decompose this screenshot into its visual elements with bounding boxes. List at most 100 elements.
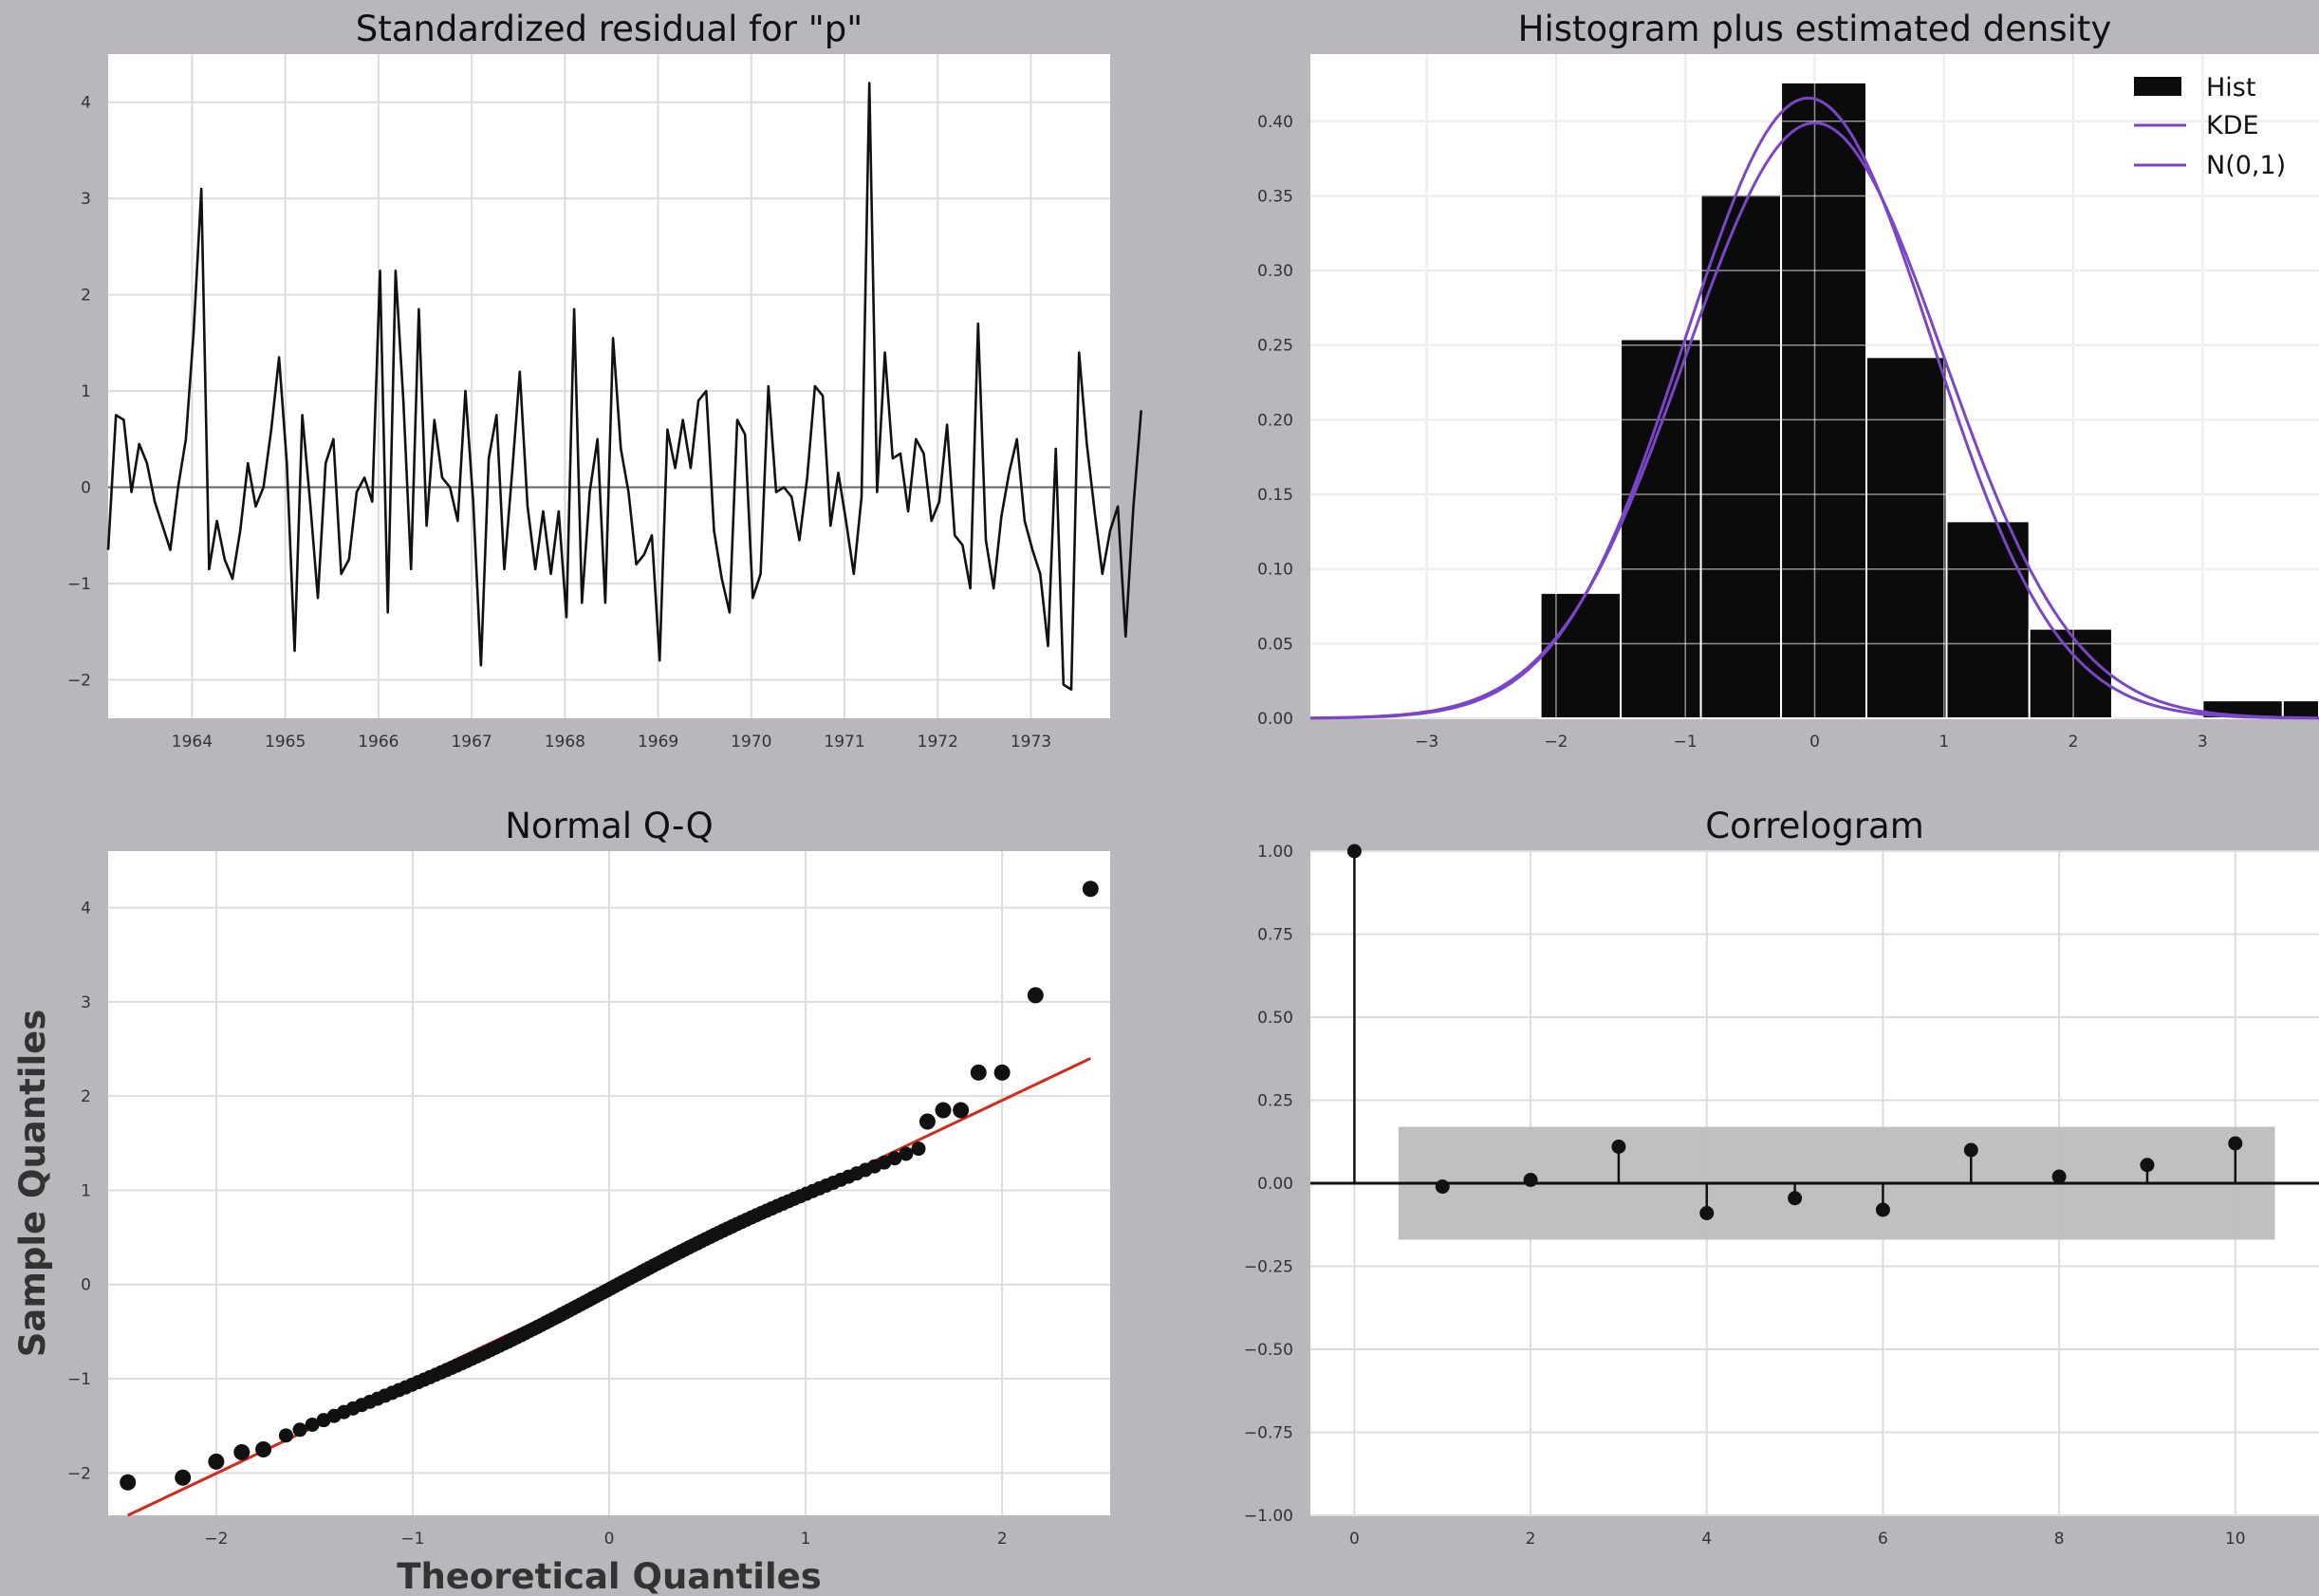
acf-marker [2140,1158,2155,1173]
x-tick-label: −1 [400,1530,424,1549]
x-tick-label: 1 [1939,733,1949,752]
acf-marker [1963,1142,1978,1158]
x-tick-label: 1970 [731,733,771,752]
x-tick-label: −2 [1544,733,1568,752]
x-tick-label: 8 [2054,1530,2065,1549]
x-tick-label: 1966 [358,733,399,752]
y-tick-label: 4 [81,900,91,919]
y-tick-label: 0.20 [1257,411,1293,430]
x-tick-label: −3 [1415,733,1438,752]
correlogram-panel: Correlogram 0 2 4 6 8 10 −1.00 −0.75 −0.50 −0.25 0.… [1244,806,2319,1549]
x-tick-label: 4 [1701,1530,1712,1549]
y-tick-label: 0 [81,479,91,498]
histogram-bar [1620,338,1702,719]
x-tick-label: −2 [204,1530,228,1549]
y-tick-label: 2 [81,1087,91,1106]
y-tick-label: 3 [81,190,91,209]
y-tick-label: 0.25 [1257,337,1293,356]
x-tick-label: −1 [1674,733,1698,752]
histogram-bar [1539,591,1623,719]
x-tick-label: 1964 [172,733,213,752]
chart-title: Histogram plus estimated density [1518,9,2112,49]
y-tick-label: −2 [67,671,91,690]
qq-point [911,1141,926,1157]
y-tick-label: 0.00 [1257,1175,1293,1194]
acf-stems [1346,844,2243,1220]
y-tick-label: −0.25 [1244,1258,1293,1277]
ticks: −3 −2 −1 0 1 2 3 0.00 0.05 0.10 0.15 0.20 0.25 0.30 0.… [1257,113,2208,752]
x-tick-label: 1968 [545,733,585,752]
y-tick-label: 0.05 [1257,635,1293,654]
y-axis-label: Sample Quantiles [12,1010,53,1358]
qq-point [887,1151,902,1166]
histogram-panel: Histogram plus estimated density −3 −2 −1 0 1… [1257,9,2319,752]
y-tick-label: 0.50 [1257,1009,1293,1028]
y-tick-label: 0 [81,1276,91,1295]
qq-point [918,1113,936,1130]
legend-label-normal: N(0,1) [2206,151,2286,180]
ticks: 1964 1965 1966 1967 1968 1969 1970 1971 1972 1973… [67,94,1051,752]
residual-panel: Standardized residual for "p" 1964 1965 196… [67,9,1142,752]
qq-point [208,1453,225,1470]
acf-marker [2228,1136,2243,1151]
x-tick-label: 2 [997,1530,1008,1549]
x-tick-label: 6 [1878,1530,1888,1549]
qq-point [1082,881,1099,898]
histogram-bars [1310,54,2319,720]
ticks: −2 −1 0 1 2 −2 −1 0 1 2 3 4 [67,900,1008,1549]
x-tick-label: 2 [2069,733,2079,752]
y-tick-label: 2 [81,287,91,306]
acf-marker [1523,1173,1538,1187]
x-axis-label: Theoretical Quantiles [397,1556,822,1596]
x-tick-label: 1 [801,1530,811,1549]
qq-point [255,1440,272,1457]
histogram-bar [1945,520,2031,719]
acf-marker [2051,1169,2067,1184]
y-tick-label: 0.30 [1257,262,1293,281]
y-tick-label: −0.75 [1244,1424,1293,1443]
residual-series-line [106,82,1142,691]
ticks: 0 2 4 6 8 10 −1.00 −0.75 −0.50 −0.25 0.00 0.25 0.50 0… [1244,843,2246,1549]
x-tick-label: 0 [604,1530,615,1549]
acf-marker [1346,844,1362,859]
y-tick-label: −1.00 [1244,1507,1293,1526]
y-tick-label: 0.00 [1257,710,1293,729]
y-tick-label: −1 [67,575,91,594]
y-tick-label: −1 [67,1370,91,1389]
y-tick-label: 0.75 [1257,926,1293,945]
x-tick-label: 10 [2225,1530,2246,1549]
chart-title: Correlogram [1705,806,1924,846]
chart-title: Standardized residual for "p" [356,9,863,49]
y-tick-label: 1 [81,382,91,401]
histogram-bar [1780,81,1868,720]
histogram-bar [1699,193,1783,719]
y-tick-label: 0.40 [1257,113,1293,132]
acf-marker [1699,1206,1715,1220]
y-tick-label: 1.00 [1257,843,1293,862]
x-tick-label: 1972 [918,733,958,752]
qq-point [953,1102,970,1119]
qq-point [970,1064,987,1081]
y-tick-label: 0.35 [1257,187,1293,206]
qq-point [120,1474,137,1491]
qq-point [1027,987,1044,1004]
y-tick-label: 4 [81,94,91,113]
acf-marker [1435,1179,1450,1194]
plot-area [108,54,1110,718]
legend-label-hist: Hist [2206,73,2255,102]
histogram-bar [2281,699,2319,719]
legend: Hist KDE N(0,1) [2134,73,2286,180]
y-tick-label: 0.10 [1257,561,1293,580]
qq-panel: Normal Q-Q −2 −1 0 1 2 −2 −1 0 1 2 3 4 Theoretical Qu… [12,806,1110,1596]
x-tick-label: 1965 [265,733,306,752]
qq-points [120,881,1099,1491]
x-tick-label: 1967 [451,733,492,752]
qq-point [935,1102,952,1119]
qq-point [233,1443,250,1460]
acf-marker [1875,1202,1890,1217]
y-tick-label: 1 [81,1181,91,1200]
y-tick-label: 0.25 [1257,1092,1293,1111]
qq-point [993,1064,1011,1081]
x-tick-label: 3 [2198,733,2208,752]
